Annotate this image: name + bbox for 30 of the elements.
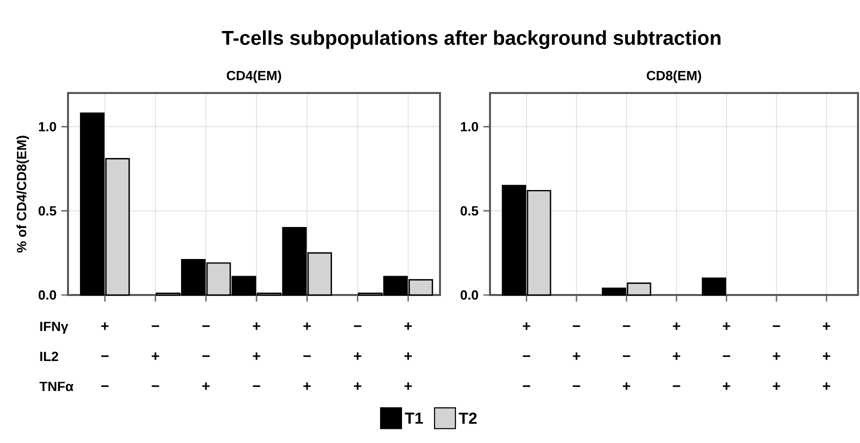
- y-tick-label: 0.5: [38, 206, 56, 216]
- y-tick-label: 1.0: [38, 122, 56, 132]
- y-tick-label: 1.0: [460, 122, 478, 132]
- category-label: + + −: [252, 322, 260, 387]
- category-label: + − +: [722, 322, 730, 390]
- y-axis-title: % of CD4/CD8(EM): [16, 136, 29, 253]
- chart-title: T-cells subpopulations after background subtraction: [222, 30, 720, 50]
- category-label: − + +: [772, 325, 780, 390]
- y-tick-label: 0.0: [38, 290, 56, 300]
- text: TNFα: [40, 382, 74, 392]
- category-label: + + +: [822, 322, 830, 390]
- chart-subtitle: CD8(EM): [646, 70, 702, 83]
- category-label: + + −: [672, 322, 680, 387]
- category-label: + − +: [303, 322, 311, 390]
- y-tick-label: 0.0: [460, 290, 478, 300]
- text: IL2: [40, 352, 58, 361]
- category-label: − + +: [354, 325, 362, 390]
- category-label: + + +: [404, 322, 412, 390]
- legend-label: T2: [458, 412, 477, 424]
- category-label: − − +: [622, 325, 630, 390]
- category-label: − + −: [572, 325, 580, 387]
- category-label: − − +: [202, 325, 210, 390]
- category-label: + − −: [522, 322, 530, 387]
- chart-subtitle: CD4(EM): [226, 70, 282, 83]
- text: IFNγ: [40, 322, 68, 334]
- bar: [702, 278, 726, 296]
- category-label: + − −: [101, 322, 109, 387]
- y-tick-label: 0.5: [460, 206, 478, 216]
- legend-label: T1: [404, 412, 423, 424]
- category-label: − + −: [152, 325, 160, 387]
